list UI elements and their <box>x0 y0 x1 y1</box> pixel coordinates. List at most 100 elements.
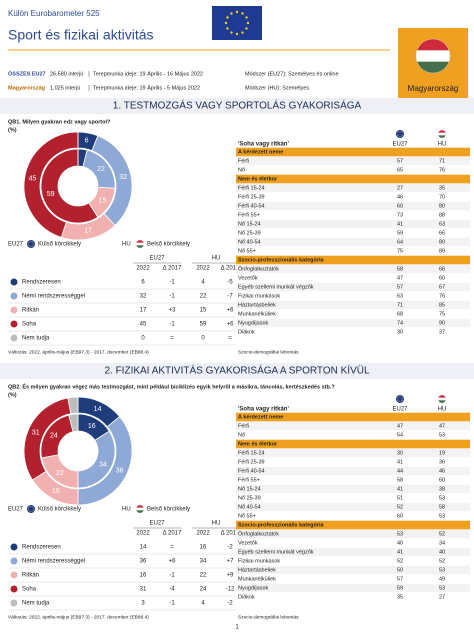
donut-label: 15 <box>99 197 107 204</box>
hu-icon-rim <box>437 129 447 139</box>
row-shade <box>236 502 470 512</box>
change-value: +3 <box>169 308 177 314</box>
fieldwork-interviews: 26,580 interjú <box>50 71 83 77</box>
breakdown-value: 58 <box>397 477 403 483</box>
breakdown-label: Fizikai munkások <box>238 293 280 299</box>
hu-stripe <box>136 240 144 243</box>
breakdown-label: Önfoglalkoztatók <box>238 530 279 537</box>
breakdown-value: 57 <box>397 576 403 582</box>
breakdown-value: 76 <box>439 293 445 299</box>
donut-label: 14 <box>94 406 102 413</box>
eu-logo-star <box>246 21 250 25</box>
eu-star <box>31 506 33 508</box>
eu-star <box>397 132 399 134</box>
breakdown-value: 60 <box>397 203 403 209</box>
breakdown-value: 57 <box>397 284 403 290</box>
category-bullet <box>10 320 18 328</box>
donut-label: 34 <box>99 462 107 469</box>
eu-star <box>29 506 31 508</box>
change-value: -1 <box>169 322 175 328</box>
breakdown-value: 40 <box>397 540 403 546</box>
eu-star <box>30 246 32 247</box>
breakdown-title: 'Soha vagy ritkán' <box>238 407 289 413</box>
eu-logo-star <box>241 31 244 34</box>
group-band <box>236 147 470 157</box>
eu-star <box>28 507 30 509</box>
eu-star <box>401 132 403 134</box>
breakdown-note: Szocio-demográfiai lebontás <box>238 614 299 620</box>
group-name: Szocio-professzionális kategória <box>238 522 325 528</box>
breakdown-label: Háztartásbeliek <box>238 302 276 308</box>
donut-segment <box>40 148 99 224</box>
category-bullet <box>10 278 18 286</box>
country-name: Magyarország <box>408 84 459 93</box>
breakdown-label: Férfi 55+ <box>238 212 260 218</box>
breakdown-title: 'Soha vagy ritkán' <box>238 142 289 148</box>
hu-stripe <box>416 61 450 74</box>
eu-star <box>31 245 33 247</box>
breakdown-value: 52 <box>439 531 445 537</box>
breakdown-column: EU27 <box>392 142 408 148</box>
eu-star <box>400 400 402 402</box>
breakdown-label: Nő 40-54 <box>238 504 261 510</box>
breakdown-value: 75 <box>439 311 445 317</box>
change-value: -1 <box>169 573 175 579</box>
breakdown-label: Nő 25-39 <box>238 230 261 236</box>
breakdown-value: 35 <box>397 594 403 600</box>
eu-star <box>399 401 401 402</box>
breakdown-value: 90 <box>439 320 445 326</box>
breakdown-value: 52 <box>439 558 445 564</box>
breakdown-value: 64 <box>397 239 403 245</box>
breakdown-label: Nő <box>238 432 245 438</box>
eu-logo-star <box>230 12 233 15</box>
eu-logo-star <box>226 16 229 19</box>
share-value: 3 <box>141 601 145 607</box>
breakdown-value: 19 <box>439 450 445 456</box>
eu-star <box>28 242 30 244</box>
group-band <box>236 439 470 449</box>
eu-star <box>397 134 399 136</box>
breakdown-value: 37 <box>439 329 445 335</box>
breakdown-value: 50 <box>397 567 403 573</box>
legend-label: EU27 <box>8 242 24 248</box>
breakdown-label: Nyugdíjasok <box>238 320 269 326</box>
breakdown-value: 53 <box>439 495 445 501</box>
breakdown-value: 80 <box>439 203 445 209</box>
breakdown-label: Nyugdíjasok <box>238 585 269 591</box>
table-group-header: HU <box>212 521 221 527</box>
donut-label: 6 <box>85 138 89 145</box>
change-value: +6 <box>227 308 235 314</box>
breakdown-label: Fizikai munkások <box>238 558 280 564</box>
eu-star <box>29 510 31 512</box>
eu-icon <box>396 395 404 403</box>
hu-stripe <box>136 510 144 514</box>
breakdown-label: Egyéb szellemi munkát végzők <box>238 549 314 555</box>
category-label: Némi rendszerességgel <box>22 559 85 565</box>
hu-stripe <box>136 242 144 246</box>
eu-star <box>32 509 34 511</box>
breakdown-value: 65 <box>397 167 403 173</box>
hu-icon-rim <box>135 239 145 249</box>
legend-label: EU27 <box>8 507 24 513</box>
row-shade <box>236 448 470 458</box>
eu-logo-star <box>226 27 229 30</box>
eu-star <box>400 135 402 137</box>
donut-segment <box>67 396 79 415</box>
unit: (%) <box>8 392 17 398</box>
row-shade <box>236 529 470 539</box>
change-value: -4 <box>169 587 175 593</box>
share-value: 16 <box>140 573 147 579</box>
category-bullet <box>10 292 18 300</box>
category-label: Ritkán <box>22 308 39 314</box>
eu-logo-star <box>241 12 244 15</box>
breakdown-value: 89 <box>439 248 445 254</box>
hu-icon-rim <box>135 504 145 514</box>
eu-star <box>31 510 33 512</box>
share-value: 4 <box>201 280 205 286</box>
eu-star <box>398 135 400 137</box>
breakdown-value: 53 <box>439 432 445 438</box>
hu-icon-rim <box>415 38 451 74</box>
breakdown-value: 67 <box>439 284 445 290</box>
breakdown-column: HU <box>438 142 447 148</box>
breakdown-value: 52 <box>397 558 403 564</box>
